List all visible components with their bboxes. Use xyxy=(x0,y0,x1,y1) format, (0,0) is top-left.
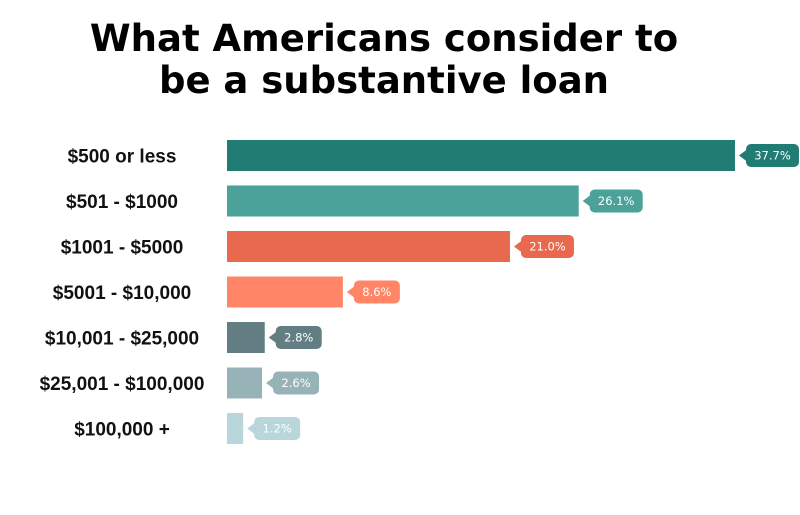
callout-pointer xyxy=(513,240,522,253)
value-callout: 21.0% xyxy=(513,235,574,258)
chart-title-line-1: What Americans consider to xyxy=(89,17,679,60)
callout-pointer xyxy=(739,149,747,162)
callout-pointer xyxy=(247,422,256,435)
callout-box xyxy=(353,280,400,304)
value-label: 21.0% xyxy=(529,240,566,254)
chart-title: What Americans consider to be a substant… xyxy=(0,18,768,102)
value-callout: 2.8% xyxy=(268,326,322,349)
value-callout: 2.6% xyxy=(266,371,320,395)
callout-box xyxy=(520,235,574,258)
category-label: $25,001 - $100,000 xyxy=(40,374,205,395)
category-label: $5001 - $10,000 xyxy=(53,283,191,304)
callout-box xyxy=(589,189,643,213)
value-label: 2.6% xyxy=(281,376,310,390)
value-label: 37.7% xyxy=(754,149,791,163)
bars-group: $500 or less 37.7% $501 - $1000 26.1% $1001 … xyxy=(40,140,799,444)
callout-box xyxy=(275,326,322,349)
category-label: $501 - $1000 xyxy=(66,192,178,213)
value-label: 8.6% xyxy=(362,285,391,299)
callout-pointer xyxy=(268,331,277,344)
callout-box xyxy=(273,371,320,395)
callout-box xyxy=(254,417,301,440)
value-label: 1.2% xyxy=(263,422,292,436)
bar xyxy=(227,231,510,262)
callout-pointer xyxy=(346,286,355,298)
bar xyxy=(227,367,263,399)
bar xyxy=(227,140,735,171)
value-callout: 26.1% xyxy=(582,189,643,213)
value-label: 2.8% xyxy=(284,331,313,345)
category-label: $1001 - $5000 xyxy=(61,238,184,259)
value-callout: 8.6% xyxy=(346,280,400,304)
bar xyxy=(227,413,244,444)
value-callout: 1.2% xyxy=(247,417,301,440)
bar xyxy=(227,276,343,308)
bar xyxy=(227,185,579,217)
value-label: 26.1% xyxy=(598,194,635,208)
callout-box xyxy=(746,144,799,167)
chart-title-line-2: be a substantive loan xyxy=(158,59,610,102)
category-label: $500 or less xyxy=(68,147,177,168)
category-label: $100,000 + xyxy=(74,420,170,441)
callout-pointer xyxy=(582,195,591,207)
category-label: $10,001 - $25,000 xyxy=(45,329,199,350)
bar xyxy=(227,322,265,353)
callout-pointer xyxy=(266,377,275,389)
value-callout: 37.7% xyxy=(739,144,799,167)
